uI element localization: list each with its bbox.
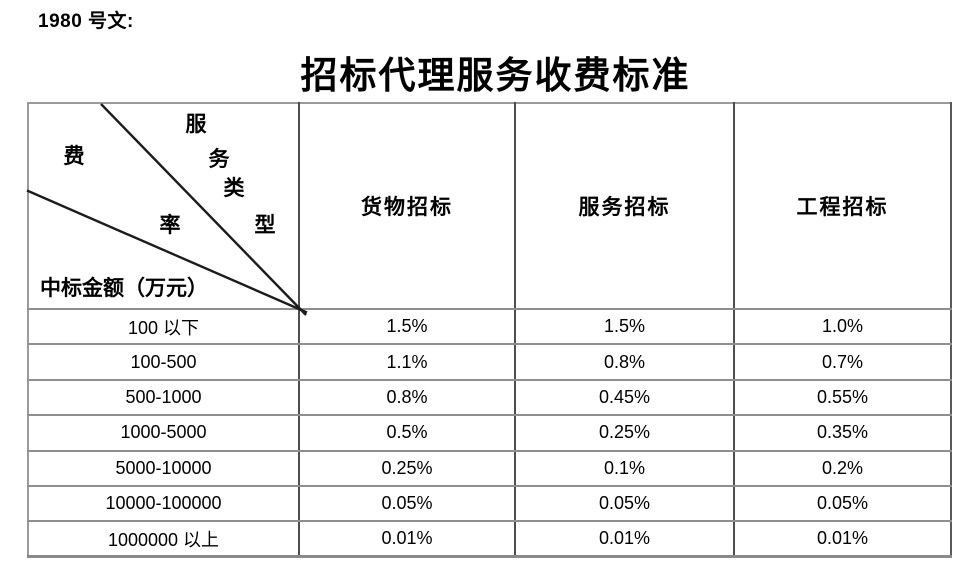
corner-char-service-type: 型 xyxy=(254,213,276,237)
rate-cell: 0.55% xyxy=(733,378,952,417)
rate-cell: 0.25% xyxy=(514,414,735,452)
amount-range-cell: 1000-5000 xyxy=(27,414,300,452)
rate-cell: 1.5% xyxy=(298,307,516,346)
rate-cell: 0.45% xyxy=(514,378,735,417)
table-row: 100 以下 1.5% 1.5% 1.0% xyxy=(27,307,952,346)
rate-cell: 0.35% xyxy=(733,414,952,452)
rate-cell: 1.1% xyxy=(298,343,516,381)
rate-cell: 0.25% xyxy=(298,449,516,487)
table-row: 100-500 1.1% 0.8% 0.7% xyxy=(27,343,952,381)
amount-range-cell: 100 以下 xyxy=(27,307,300,346)
column-header-service-bidding: 服务招标 xyxy=(514,102,735,310)
amount-range-cell: 5000-10000 xyxy=(27,449,300,487)
rate-cell: 0.7% xyxy=(733,343,952,381)
corner-char-service-type: 类 xyxy=(223,176,245,200)
diagonal-line-lower xyxy=(26,189,308,314)
fee-standard-table: 服 务 类 型 费 率 中标金额（万元） 货物招标 服务招标 工程招标 100 … xyxy=(26,102,952,559)
column-header-works-bidding: 工程招标 xyxy=(733,102,952,310)
table-row: 5000-10000 0.25% 0.1% 0.2% xyxy=(27,449,952,487)
amount-range-cell: 100-500 xyxy=(27,343,300,381)
table-header-row: 服 务 类 型 费 率 中标金额（万元） 货物招标 服务招标 工程招标 xyxy=(26,102,952,316)
corner-char-fee-rate: 率 xyxy=(159,213,181,237)
corner-amount-axis-label: 中标金额（万元） xyxy=(40,276,208,300)
rate-cell: 1.0% xyxy=(733,307,952,346)
rate-cell: 0.01% xyxy=(298,520,516,559)
corner-char-fee-rate: 费 xyxy=(63,144,85,168)
diagonal-divider-lines xyxy=(26,103,308,316)
rate-cell: 0.5% xyxy=(298,414,516,452)
amount-range-cell: 1000000 以上 xyxy=(27,520,300,559)
corner-char-service-type: 务 xyxy=(208,147,230,171)
rate-cell: 0.8% xyxy=(298,378,516,417)
table-body: 100 以下 1.5% 1.5% 1.0% 100-500 1.1% 0.8% 0.7% 500… xyxy=(27,307,952,559)
page-title: 招标代理服务收费标准 xyxy=(300,56,691,97)
rate-cell: 0.05% xyxy=(298,484,516,523)
rate-cell: 0.8% xyxy=(514,343,735,381)
doc-number-label: 1980 号文: xyxy=(38,11,134,32)
column-header-goods-bidding: 货物招标 xyxy=(298,102,516,310)
rate-cell: 0.05% xyxy=(514,484,735,523)
rate-cell: 1.5% xyxy=(514,307,735,346)
amount-range-cell: 10000-100000 xyxy=(27,484,300,523)
rate-cell: 0.2% xyxy=(733,449,952,487)
table-row: 1000000 以上 0.01% 0.01% 0.01% xyxy=(27,520,952,559)
table-row: 10000-100000 0.05% 0.05% 0.05% xyxy=(27,484,952,523)
table-row: 1000-5000 0.5% 0.25% 0.35% xyxy=(27,414,952,452)
table-corner-cell: 服 务 类 型 费 率 中标金额（万元） xyxy=(26,102,308,316)
corner-char-service-type: 服 xyxy=(185,112,207,136)
diagonal-line-upper xyxy=(100,103,307,316)
rate-cell: 0.05% xyxy=(733,484,952,523)
rate-cell: 0.01% xyxy=(733,520,952,559)
rate-cell: 0.1% xyxy=(514,449,735,487)
rate-cell: 0.01% xyxy=(514,520,735,559)
amount-range-cell: 500-1000 xyxy=(27,378,300,417)
table-row: 500-1000 0.8% 0.45% 0.55% xyxy=(27,378,952,417)
